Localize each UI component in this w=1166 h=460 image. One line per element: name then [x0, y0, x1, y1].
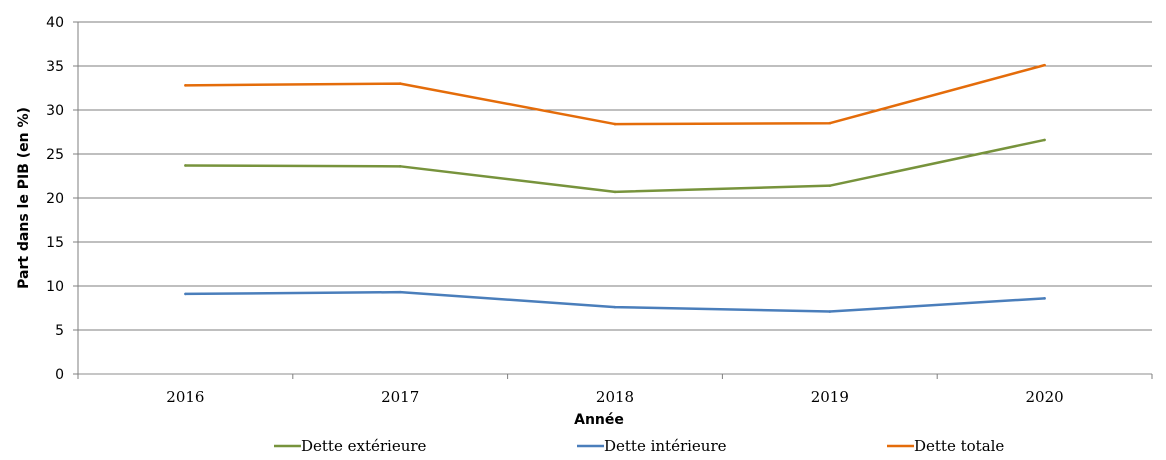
x-tick-label: 2016 — [166, 388, 204, 406]
data-point — [828, 121, 832, 125]
series-line-3 — [185, 63, 1045, 126]
data-point — [613, 122, 617, 126]
y-tick-label: 10 — [46, 279, 64, 295]
data-point — [398, 82, 402, 85]
data-point — [184, 164, 187, 167]
y-tick-label: 20 — [46, 191, 64, 207]
series-line-2 — [185, 290, 1045, 313]
legend-label: Dette extérieure — [301, 437, 427, 455]
data-point — [184, 292, 187, 296]
y-tick-label: 0 — [55, 367, 64, 383]
legend-item: Dette intérieure — [577, 437, 727, 455]
legend-label: Dette intérieure — [604, 437, 727, 455]
y-tick-label: 30 — [46, 103, 64, 119]
gridlines — [77, 21, 1152, 375]
x-tick-label: 2020 — [1026, 388, 1064, 406]
legend-item: Dette totale — [887, 437, 1004, 455]
y-tick-label: 40 — [46, 15, 64, 31]
data-point — [613, 305, 617, 309]
legend-label: Dette totale — [914, 437, 1004, 455]
series-lines — [184, 63, 1046, 313]
data-point — [613, 190, 617, 194]
y-tick-label: 35 — [46, 59, 64, 75]
y-axis-title: Part dans le PIB (en %) — [16, 107, 32, 289]
legend: Dette extérieure Dette intérieure Dette to… — [274, 437, 1004, 455]
data-point — [1043, 138, 1046, 142]
data-point — [1043, 63, 1046, 67]
series-line-1 — [185, 138, 1045, 194]
x-tick-label: 2019 — [811, 388, 849, 406]
data-point — [398, 165, 402, 168]
y-tick-label: 15 — [46, 235, 64, 251]
y-axis-ticks: 0 5 10 15 20 25 30 35 40 — [46, 15, 78, 383]
y-tick-label: 25 — [46, 147, 64, 163]
data-point — [1043, 297, 1046, 300]
data-point — [828, 184, 832, 187]
legend-item: Dette extérieure — [274, 437, 427, 455]
x-tick-label: 2017 — [381, 388, 419, 406]
x-axis-title: Année — [574, 412, 624, 428]
y-tick-label: 5 — [55, 323, 64, 339]
x-tick-label: 2018 — [596, 388, 634, 406]
data-point — [184, 84, 187, 87]
x-axis-ticks: 2016 2017 2018 2019 2020 — [77, 374, 1153, 406]
data-point — [828, 310, 832, 313]
data-point — [398, 290, 402, 294]
